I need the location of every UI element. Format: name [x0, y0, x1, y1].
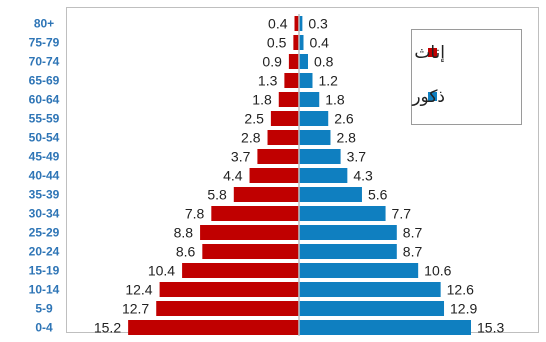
age-group-label: 25-29 — [29, 226, 60, 240]
male-bar — [299, 187, 362, 202]
female-bar — [293, 35, 299, 50]
male-bar — [299, 35, 304, 50]
male-value-label: 2.8 — [336, 130, 356, 146]
female-bar — [233, 187, 299, 202]
male-bar — [299, 206, 386, 221]
female-bar — [211, 206, 299, 221]
age-group-label: 60-64 — [29, 93, 60, 107]
male-bar — [299, 111, 329, 126]
female-bar — [156, 301, 299, 316]
female-bar — [202, 244, 299, 259]
age-group-label: 55-59 — [29, 112, 60, 126]
legend-item-female: إناث — [414, 43, 445, 63]
age-group-label: 10-14 — [29, 283, 60, 297]
male-value-label: 0.4 — [309, 35, 329, 51]
male-bar — [299, 73, 313, 88]
age-group-label: 40-44 — [29, 169, 60, 183]
male-value-label: 3.7 — [347, 149, 367, 165]
legend-swatch — [428, 92, 437, 101]
female-value-label: 4.4 — [223, 168, 243, 184]
male-value-label: 0.3 — [308, 16, 328, 32]
age-group-label: 65-69 — [29, 74, 60, 88]
female-value-label: 3.7 — [231, 149, 251, 165]
male-bar — [299, 320, 471, 335]
age-group-label: 50-54 — [29, 131, 60, 145]
male-bar — [299, 130, 331, 145]
female-bar — [200, 225, 299, 240]
female-value-label: 5.8 — [207, 187, 227, 203]
female-bar — [128, 320, 299, 335]
age-group-label: 75-79 — [29, 36, 60, 50]
age-group-label: 5-9 — [35, 302, 53, 316]
age-group-label: 35-39 — [29, 188, 60, 202]
female-bar — [249, 168, 299, 183]
male-bar — [299, 149, 341, 164]
male-value-label: 2.6 — [334, 111, 354, 127]
female-bar — [267, 130, 299, 145]
male-bar — [299, 244, 397, 259]
legend-box — [411, 29, 522, 125]
male-bar — [299, 168, 348, 183]
male-value-label: 0.8 — [314, 54, 334, 70]
female-value-label: 15.2 — [94, 320, 121, 336]
female-bar — [270, 111, 299, 126]
female-value-label: 12.4 — [125, 282, 152, 298]
male-value-label: 4.3 — [353, 168, 373, 184]
male-value-label: 12.9 — [450, 301, 477, 317]
female-value-label: 0.9 — [262, 54, 282, 70]
female-bar — [278, 92, 299, 107]
legend-item-male: ذكور — [411, 87, 445, 107]
male-value-label: 12.6 — [447, 282, 474, 298]
male-value-label: 7.7 — [392, 206, 412, 222]
category-labels: 80+ 75-79 70-74 65-69 60-64 55-59 50-54 45-49 40… — [29, 17, 60, 335]
age-group-label: 0-4 — [35, 321, 53, 335]
age-group-label: 45-49 — [29, 150, 60, 164]
female-bar — [288, 54, 299, 69]
male-bar — [299, 282, 441, 297]
male-bar — [299, 263, 419, 278]
female-bar — [182, 263, 299, 278]
male-value-label: 5.6 — [368, 187, 388, 203]
female-value-label: 2.8 — [241, 130, 261, 146]
labels-layer: 0.4 0.3 0.5 0.4 0.9 0.8 1.3 1.2 1.8 1.8 2.5 2.6 2.8 2… — [94, 16, 505, 336]
female-bar — [257, 149, 299, 164]
female-bar — [284, 73, 299, 88]
age-group-label: 30-34 — [29, 207, 60, 221]
female-value-label: 10.4 — [148, 263, 175, 279]
female-value-label: 1.8 — [252, 92, 272, 108]
age-group-label: 20-24 — [29, 245, 60, 259]
female-value-label: 2.5 — [244, 111, 264, 127]
female-value-label: 1.3 — [258, 73, 278, 89]
age-group-label: 70-74 — [29, 55, 60, 69]
female-value-label: 8.8 — [174, 225, 194, 241]
male-value-label: 8.7 — [403, 225, 423, 241]
female-value-label: 0.5 — [267, 35, 287, 51]
legend-label: ذكور — [411, 87, 445, 107]
male-value-label: 10.6 — [424, 263, 451, 279]
female-bar — [159, 282, 299, 297]
male-value-label: 1.8 — [325, 92, 345, 108]
legend-label: إناث — [414, 43, 445, 63]
female-value-label: 7.8 — [185, 206, 205, 222]
male-bar — [299, 16, 303, 31]
female-value-label: 12.7 — [122, 301, 149, 317]
male-bar — [299, 225, 397, 240]
age-group-label: 15-19 — [29, 264, 60, 278]
male-bar — [299, 54, 308, 69]
male-value-label: 8.7 — [403, 244, 423, 260]
age-group-label: 80+ — [34, 17, 54, 31]
bars-layer — [128, 16, 471, 335]
male-value-label: 1.2 — [318, 73, 338, 89]
female-value-label: 0.4 — [268, 16, 288, 32]
male-bar — [299, 301, 445, 316]
legend: إناث ذكور — [411, 29, 522, 125]
male-bar — [299, 92, 320, 107]
female-bar — [294, 16, 299, 31]
male-value-label: 15.3 — [477, 320, 504, 336]
female-value-label: 8.6 — [176, 244, 196, 260]
legend-swatch — [428, 48, 437, 57]
